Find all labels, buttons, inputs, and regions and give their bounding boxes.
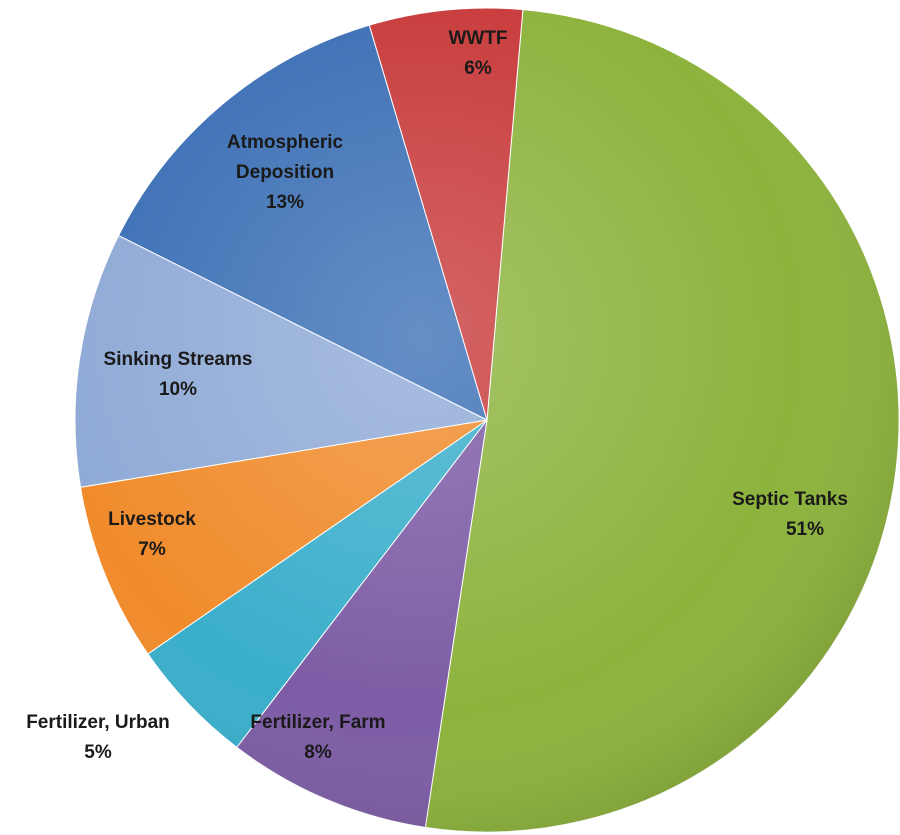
pie-slices xyxy=(74,7,900,833)
slice-label-atmospheric-line1: Atmospheric xyxy=(227,132,344,153)
slice-value-wwtf: 6% xyxy=(464,58,492,79)
slice-value-fertilizer-urban: 5% xyxy=(84,742,112,763)
slice-value-sinking-streams: 10% xyxy=(159,379,197,400)
slice-value-atmospheric-deposition: 13% xyxy=(266,192,304,213)
slice-label-fertilizer-farm: Fertilizer, Farm xyxy=(250,712,385,733)
slice-value-livestock: 7% xyxy=(138,539,166,560)
slice-label-livestock: Livestock xyxy=(108,509,196,530)
slice-value-fertilizer-farm: 8% xyxy=(304,742,332,763)
slice-label-atmospheric-line2: Deposition xyxy=(236,162,334,183)
slice-label-sinking-streams: Sinking Streams xyxy=(104,349,253,370)
slice-label-fertilizer-urban: Fertilizer, Urban xyxy=(26,712,170,733)
slice-label-septic-tanks: Septic Tanks xyxy=(732,489,848,510)
slice-label-wwtf: WWTF xyxy=(448,28,507,49)
slice-labels: Septic Tanks 51% Fertilizer, Farm 8% Fer… xyxy=(26,28,848,763)
slice-value-septic-tanks: 51% xyxy=(786,519,824,540)
